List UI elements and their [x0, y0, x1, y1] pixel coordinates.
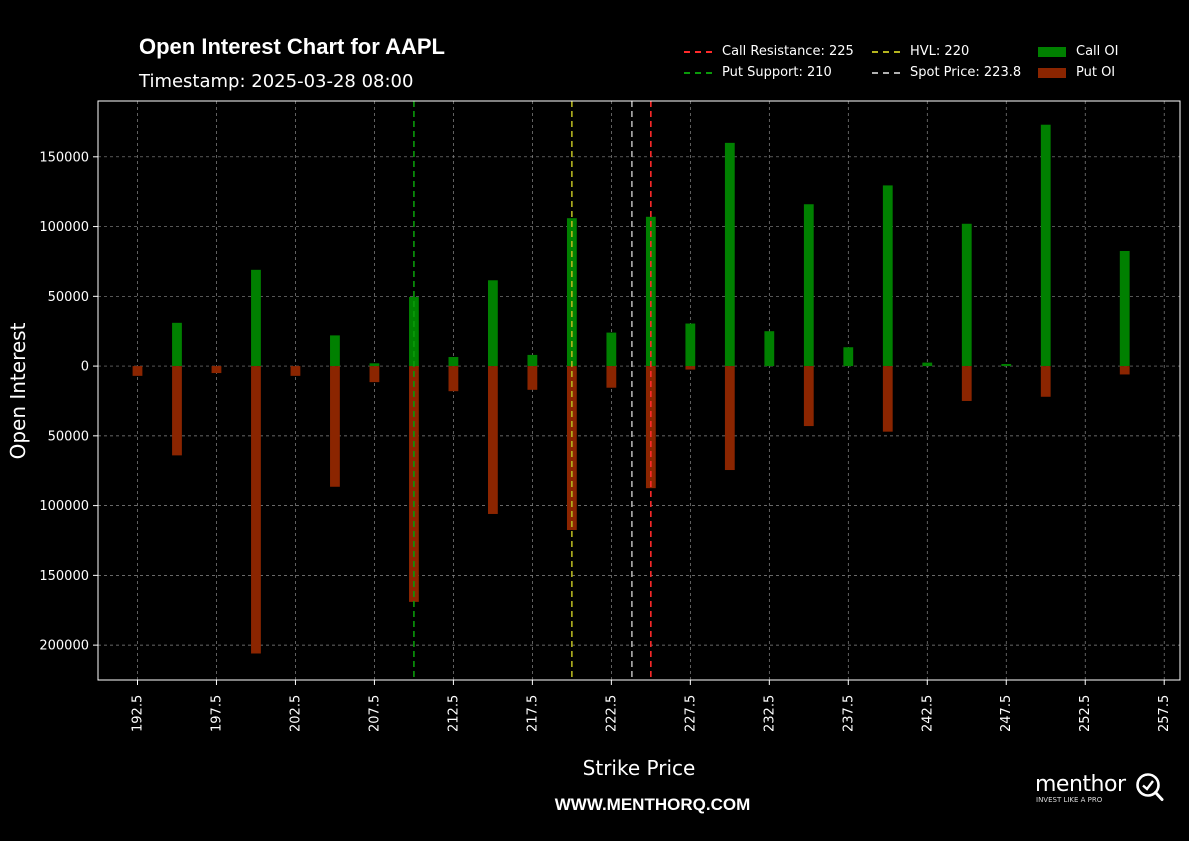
put-oi-bar: [132, 366, 143, 376]
chart-title: Open Interest Chart for AAPL: [139, 34, 445, 59]
grid: [98, 101, 1180, 680]
call-oi-bar: [764, 331, 775, 367]
call-oi-bar: [448, 357, 459, 367]
call-oi-bar: [1040, 124, 1051, 367]
x-tick-label: 252.5: [1078, 695, 1093, 732]
x-tick-label: 232.5: [762, 695, 777, 732]
call-oi-bar: [724, 142, 735, 367]
y-tick-label: 200000: [39, 639, 89, 654]
x-tick-label: 207.5: [367, 695, 382, 732]
y-tick-label: 0: [81, 360, 89, 375]
legend-spot-price: Spot Price: 223.8: [872, 65, 1021, 80]
put-oi-bar: [803, 366, 814, 427]
q-magnifier-icon: [1136, 773, 1164, 801]
x-tick-label: 227.5: [683, 695, 698, 732]
put-oi-bar: [606, 366, 617, 388]
call-oi-bar: [172, 322, 182, 367]
menthorq-logo: menthor INVEST LIKE A PRO: [1035, 772, 1165, 806]
put-oi-bar: [1040, 366, 1051, 397]
legend-call-resistance: Call Resistance: 225: [684, 44, 854, 59]
put-oi-bar: [645, 366, 656, 489]
put-oi-bar: [1119, 366, 1130, 375]
call-oi-bar: [606, 332, 617, 367]
put-oi-bar: [527, 366, 538, 390]
put-oi-bar: [882, 366, 893, 432]
logo-tagline: INVEST LIKE A PRO: [1036, 796, 1103, 804]
call-oi-bar: [1001, 363, 1012, 367]
call-oi-bar: [961, 223, 972, 367]
website-link[interactable]: WWW.MENTHORQ.COM: [554, 795, 751, 814]
x-axis-label: Strike Price: [583, 756, 696, 780]
call-oi-bar: [330, 335, 340, 367]
call-oi-bar: [1119, 250, 1130, 367]
y-tick-label: 50000: [48, 290, 89, 305]
x-tick-label: 217.5: [525, 695, 540, 732]
put-oi-bar: [172, 366, 182, 456]
x-tick-label: 197.5: [209, 695, 224, 732]
legend-put-support: Put Support: 210: [684, 65, 832, 80]
legend-call-resistance-label: Call Resistance: 225: [722, 44, 854, 59]
x-tick-label: 242.5: [920, 695, 935, 732]
legend-hvl-swatch: [872, 50, 900, 53]
x-tick-label: 212.5: [446, 695, 461, 732]
y-axis-label: Open Interest: [6, 322, 30, 459]
legend-put-oi-swatch: [1038, 67, 1066, 78]
legend-call-oi-swatch: [1038, 46, 1066, 57]
put-oi-bar: [724, 366, 735, 471]
legend-put-oi-label: Put OI: [1076, 65, 1116, 80]
legend-call-resistance-swatch: [684, 50, 712, 53]
call-oi-bar: [251, 269, 261, 367]
legend-spot-price-label: Spot Price: 223.8: [910, 65, 1022, 80]
call-oi-bar: [882, 185, 893, 367]
legend-hvl: HVL: 220: [872, 44, 969, 59]
legend-put-oi: Put OI: [1038, 65, 1115, 80]
plot-frame: [97, 100, 1181, 681]
put-oi-bar: [330, 366, 340, 487]
y-tick-label: 50000: [48, 429, 89, 444]
legend-call-oi-label: Call OI: [1076, 44, 1119, 59]
plot-area: [98, 101, 1180, 680]
x-tick-label: 222.5: [604, 695, 619, 732]
call-oi-bar: [487, 280, 498, 367]
call-oi-bar: [369, 363, 380, 367]
put-oi-bar: [685, 366, 696, 370]
axes: 192.5 197.5 202.5 207.5 212.5 217.5 222.5 227.5…: [39, 150, 1172, 732]
put-oi-bar: [290, 366, 301, 376]
call-oi-bar: [685, 323, 696, 367]
y-tick-label: 150000: [39, 150, 89, 165]
put-oi-bar: [487, 366, 498, 514]
legend-spot-price-swatch: [872, 71, 900, 74]
call-oi-bar: [843, 347, 854, 367]
put-oi-bar: [448, 366, 459, 392]
chart-timestamp: Timestamp: 2025-03-28 08:00: [139, 71, 414, 92]
x-tick-label: 202.5: [288, 695, 303, 732]
logo-text: menthor: [1035, 772, 1126, 797]
put-oi-bar: [566, 366, 577, 531]
y-tick-label: 100000: [39, 499, 89, 514]
x-tick-label: 257.5: [1157, 695, 1172, 732]
x-tick-label: 247.5: [999, 695, 1014, 732]
legend-call-oi: Call OI: [1038, 44, 1118, 59]
call-oi-bar: [922, 362, 933, 367]
legend-put-support-swatch: [684, 71, 712, 74]
y-tick-label: 100000: [39, 220, 89, 235]
call-oi-bar: [527, 354, 538, 367]
put-oi-bar: [211, 366, 222, 374]
call-oi-bar: [803, 204, 814, 367]
put-oi-bar: [961, 366, 972, 401]
legend-put-support-label: Put Support: 210: [722, 65, 832, 80]
y-tick-label: 150000: [39, 569, 89, 584]
legend: Call Resistance: 225 Put Support: 210 HV…: [682, 44, 1142, 86]
legend-hvl-label: HVL: 220: [910, 44, 970, 59]
reference-lines: [413, 101, 652, 680]
x-tick-label: 237.5: [841, 695, 856, 732]
put-oi-bar: [251, 366, 261, 654]
put-oi-bar: [369, 366, 380, 383]
x-tick-label: 192.5: [130, 695, 145, 732]
